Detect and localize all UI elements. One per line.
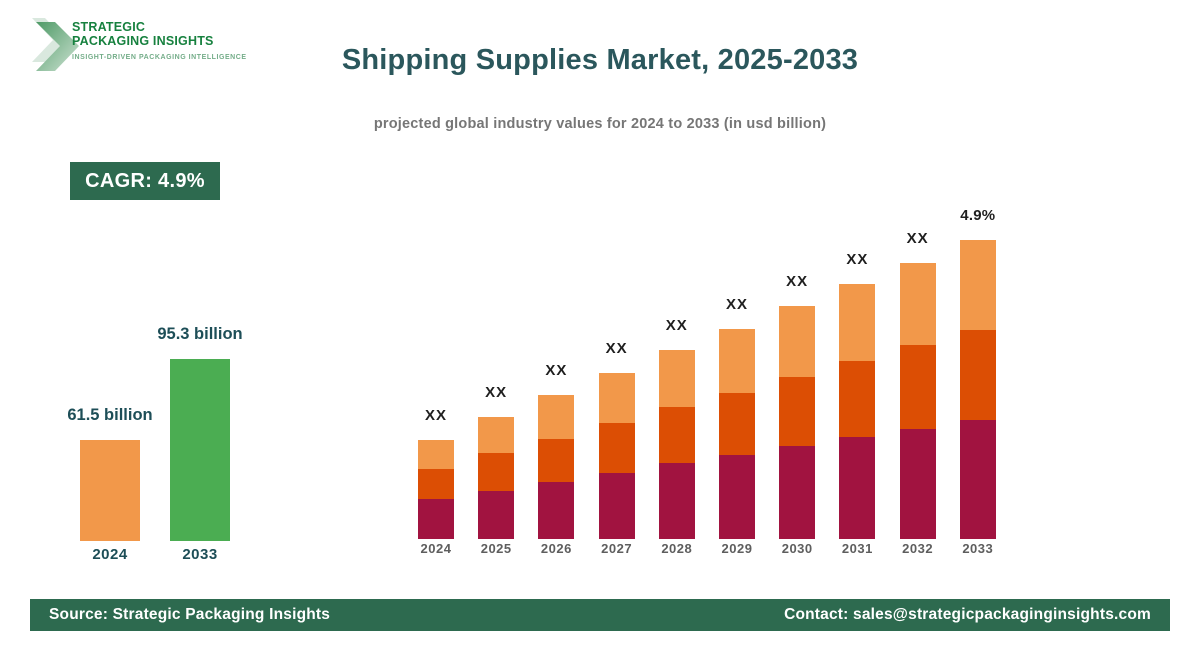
stacked-bar-2028-segment-top (658, 350, 695, 407)
stacked-bar-2029-segment-bottom (719, 455, 755, 539)
stacked-bar-2030-segment-middle (779, 377, 816, 446)
x-tick-2030: 2030 (781, 541, 813, 556)
stacked-bar-2031-segment-top (839, 284, 876, 361)
stacked-bar-2033-segment-bottom (959, 420, 996, 539)
stacked-bar-top-label-2030: XX (786, 273, 809, 290)
stacked-bar-2027-segment-middle (598, 423, 635, 473)
x-tick-2028: 2028 (661, 541, 693, 556)
stacked-bar-top-label-2031: XX (846, 251, 869, 268)
stacked-bar-top-label-2026: XX (545, 362, 568, 379)
comparison-tick-2033: 2033 (182, 546, 218, 563)
x-tick-2032: 2032 (902, 541, 934, 556)
stacked-bar-2030-segment-bottom (779, 446, 816, 539)
stacked-bar-2027-segment-top (598, 373, 635, 423)
stacked-bar-2031-segment-middle (839, 361, 876, 437)
comparison-bar-2024 (80, 440, 140, 541)
stacked-bar-2025-segment-middle (478, 453, 515, 491)
stacked-bar-top-label-2029: XX (725, 296, 748, 313)
comparison-value-label-2024: 61.5 billion (67, 406, 153, 424)
x-tick-2031: 2031 (841, 541, 873, 556)
stacked-bar-2024-segment-middle (418, 469, 454, 499)
stacked-bar-2029-segment-top (719, 329, 755, 393)
stacked-bar-top-label-2028: XX (665, 317, 688, 334)
brand-logo: STRATEGIC PACKAGING INSIGHTS INSIGHT-DRI… (32, 17, 332, 75)
page-subtitle: projected global industry values for 202… (373, 116, 827, 132)
footer-contact: Contact: sales@strategicpackaginginsight… (784, 606, 1151, 623)
x-tick-2025: 2025 (480, 541, 512, 556)
stacked-bar-2033-segment-top (959, 240, 996, 330)
stacked-bar-2027-segment-bottom (598, 473, 635, 539)
brand-name-line1: STRATEGIC (72, 20, 146, 34)
footer-source: Source: Strategic Packaging Insights (49, 606, 331, 623)
stacked-bar-2026-segment-middle (538, 439, 575, 482)
stacked-bar-2026-segment-top (538, 395, 575, 439)
stacked-bar-top-label-2025: XX (485, 384, 508, 401)
stacked-bar-top-label-2024: XX (424, 407, 447, 424)
chevron-logo-icon (32, 18, 79, 71)
brand-name: STRATEGIC PACKAGING INSIGHTS INSIGHT-DRI… (72, 20, 247, 61)
comparison-tick-2024: 2024 (92, 546, 128, 563)
stacked-bar-2032-segment-bottom (899, 429, 936, 539)
x-tick-2024: 2024 (420, 541, 452, 556)
stacked-bar-2025-segment-top (478, 417, 515, 453)
x-tick-2033: 2033 (962, 541, 994, 556)
stacked-bar-2031-segment-bottom (839, 437, 876, 539)
stacked-bar-2024-segment-bottom (418, 499, 454, 539)
footer-bar: Source: Strategic Packaging Insights Con… (30, 599, 1170, 631)
brand-tagline: INSIGHT-DRIVEN PACKAGING INTELLIGENCE (72, 54, 247, 61)
comparison-bar-2033 (170, 359, 230, 541)
x-tick-2026: 2026 (540, 541, 572, 556)
stacked-bar-2028-segment-middle (658, 407, 695, 463)
comparison-value-label-2033: 95.3 billion (157, 325, 243, 343)
stacked-bar-2026-segment-bottom (538, 482, 575, 539)
stacked-bar-top-label-2027: XX (605, 340, 628, 357)
stacked-bar-2033-segment-middle (959, 330, 996, 420)
x-tick-2029: 2029 (721, 541, 753, 556)
stacked-bar-top-label-2033: 4.9% (960, 207, 996, 224)
cagr-badge: CAGR: 4.9% (70, 162, 220, 200)
stacked-bar-2025-segment-bottom (478, 491, 515, 539)
x-tick-2027: 2027 (601, 541, 633, 556)
brand-name-line2: PACKAGING INSIGHTS (72, 33, 214, 48)
stacked-bar-2032-segment-middle (899, 345, 936, 429)
stacked-bar-2029-segment-middle (719, 393, 755, 455)
stacked-bar-2024-segment-top (418, 440, 454, 469)
stacked-bar-2030-segment-top (779, 306, 816, 377)
stacked-bar-2028-segment-bottom (658, 463, 695, 539)
stacked-bar-top-label-2032: XX (906, 230, 929, 247)
stacked-bar-2032-segment-top (899, 263, 936, 345)
page-title: Shipping Supplies Market, 2025-2033 (341, 44, 859, 76)
